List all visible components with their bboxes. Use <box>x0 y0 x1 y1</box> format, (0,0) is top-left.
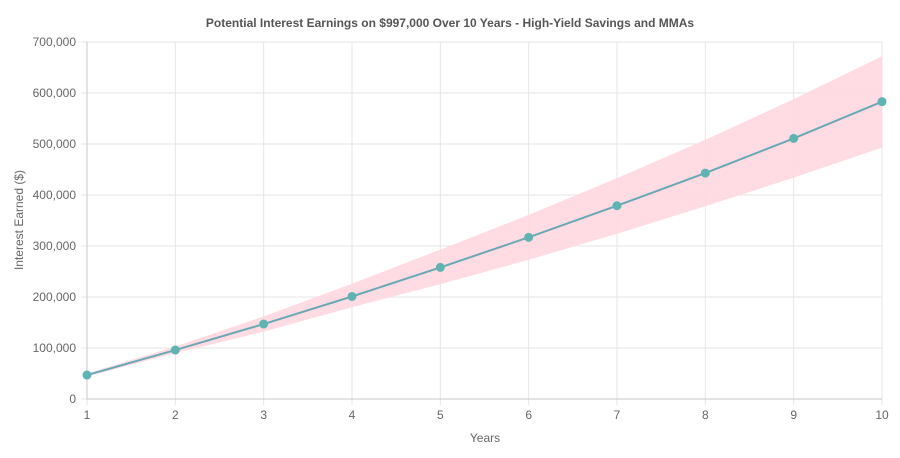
x-axis-label: Years <box>470 431 500 445</box>
x-tick-label: 3 <box>260 408 267 422</box>
chart-title: Potential Interest Earnings on $997,000 … <box>206 16 694 30</box>
point-layer <box>82 97 887 380</box>
data-point[interactable] <box>259 319 269 329</box>
x-tick-label: 5 <box>437 408 444 422</box>
x-tick-label: 7 <box>614 408 621 422</box>
data-point[interactable] <box>700 168 710 178</box>
y-tick-labels: 0 100,000 200,000 300,000 400,000 500,000 600,… <box>33 35 77 406</box>
x-tick-label: 8 <box>702 408 709 422</box>
x-tick-label: 9 <box>790 408 797 422</box>
y-tick-label: 200,000 <box>33 290 77 304</box>
data-point[interactable] <box>170 345 180 355</box>
x-tick-label: 1 <box>84 408 91 422</box>
x-tick-label: 4 <box>349 408 356 422</box>
line-layer <box>86 100 883 376</box>
data-point[interactable] <box>524 232 534 242</box>
y-tick-label: 400,000 <box>33 188 77 202</box>
y-tick-label: 500,000 <box>33 137 77 151</box>
data-point[interactable] <box>877 97 887 107</box>
band-layer <box>87 56 882 377</box>
series-line <box>86 100 883 376</box>
y-tick-label: 700,000 <box>33 35 77 49</box>
x-tick-label: 10 <box>875 408 889 422</box>
y-tick-label: 100,000 <box>33 341 77 355</box>
data-point[interactable] <box>435 262 445 272</box>
x-tick-label: 6 <box>525 408 532 422</box>
data-point[interactable] <box>82 370 92 380</box>
data-point[interactable] <box>347 291 357 301</box>
y-tick-label: 600,000 <box>33 86 77 100</box>
range-band <box>87 56 882 377</box>
data-point[interactable] <box>612 201 622 211</box>
data-point[interactable] <box>789 133 799 143</box>
y-tick-label: 0 <box>69 392 76 406</box>
grid-layer <box>81 41 883 405</box>
x-tick-label: 2 <box>172 408 179 422</box>
y-axis-label: Interest Earned ($) <box>12 170 26 270</box>
y-tick-label: 300,000 <box>33 239 77 253</box>
x-tick-labels: 1 2 3 4 5 6 7 8 9 10 <box>84 408 889 422</box>
